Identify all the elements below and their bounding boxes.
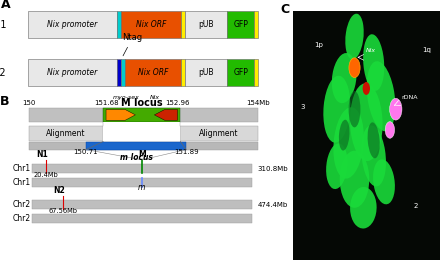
Text: 474.4Mb: 474.4Mb xyxy=(258,202,288,208)
Text: Chr2: Chr2 xyxy=(12,214,30,223)
Text: B: B xyxy=(0,95,10,108)
Text: M: M xyxy=(138,150,146,159)
Text: Nix promoter: Nix promoter xyxy=(48,20,98,29)
Text: Nix: Nix xyxy=(150,95,160,100)
Ellipse shape xyxy=(373,159,395,204)
Text: N1: N1 xyxy=(0,20,6,30)
Text: m: m xyxy=(138,183,146,192)
Text: Nix ORF: Nix ORF xyxy=(138,68,168,77)
Text: Nix: Nix xyxy=(367,48,377,53)
FancyBboxPatch shape xyxy=(86,143,186,150)
FancyBboxPatch shape xyxy=(117,59,121,86)
FancyBboxPatch shape xyxy=(117,11,121,38)
FancyBboxPatch shape xyxy=(29,126,103,141)
Text: Alignment: Alignment xyxy=(199,129,239,138)
Text: m locus: m locus xyxy=(120,153,153,162)
FancyBboxPatch shape xyxy=(181,59,185,86)
FancyBboxPatch shape xyxy=(32,164,252,173)
Text: 151.68: 151.68 xyxy=(94,100,118,106)
FancyArrow shape xyxy=(106,109,136,120)
Ellipse shape xyxy=(326,143,348,189)
FancyBboxPatch shape xyxy=(125,59,181,86)
Circle shape xyxy=(349,58,360,78)
FancyArrow shape xyxy=(154,109,178,120)
Text: 150.71: 150.71 xyxy=(74,149,98,155)
Text: Nix ORF: Nix ORF xyxy=(136,20,166,29)
Text: C: C xyxy=(281,3,290,16)
Text: Chr1: Chr1 xyxy=(12,164,30,173)
Ellipse shape xyxy=(345,14,364,60)
Circle shape xyxy=(389,98,402,120)
Text: Alignment: Alignment xyxy=(46,129,86,138)
Text: 20.4Mb: 20.4Mb xyxy=(34,172,59,178)
FancyBboxPatch shape xyxy=(32,214,252,222)
Ellipse shape xyxy=(339,120,349,150)
FancyBboxPatch shape xyxy=(29,108,258,122)
Ellipse shape xyxy=(350,187,377,229)
Text: N1: N1 xyxy=(36,150,48,159)
Text: A: A xyxy=(0,0,10,11)
Text: pUB: pUB xyxy=(198,68,214,77)
FancyBboxPatch shape xyxy=(29,143,258,150)
Ellipse shape xyxy=(334,107,364,179)
FancyBboxPatch shape xyxy=(227,11,254,38)
Ellipse shape xyxy=(350,83,382,161)
Text: 67.56Mb: 67.56Mb xyxy=(48,208,77,214)
Ellipse shape xyxy=(367,122,380,158)
FancyBboxPatch shape xyxy=(227,59,254,86)
FancyBboxPatch shape xyxy=(185,11,227,38)
Text: N2: N2 xyxy=(53,186,65,195)
Text: 151.89: 151.89 xyxy=(174,149,198,155)
FancyBboxPatch shape xyxy=(32,200,252,209)
FancyBboxPatch shape xyxy=(254,59,258,86)
FancyBboxPatch shape xyxy=(181,11,185,38)
FancyBboxPatch shape xyxy=(185,59,227,86)
Text: 1q: 1q xyxy=(422,47,431,53)
FancyBboxPatch shape xyxy=(28,11,117,38)
FancyBboxPatch shape xyxy=(28,59,117,86)
Circle shape xyxy=(385,122,395,138)
Text: myo-sex: myo-sex xyxy=(113,95,140,100)
Text: 150: 150 xyxy=(22,100,36,106)
Text: Nix promoter: Nix promoter xyxy=(48,68,98,77)
Text: M locus: M locus xyxy=(121,98,163,108)
Ellipse shape xyxy=(332,53,356,103)
FancyBboxPatch shape xyxy=(103,108,180,122)
Ellipse shape xyxy=(361,125,386,186)
Text: Chr1: Chr1 xyxy=(12,178,30,187)
Text: 2: 2 xyxy=(414,203,418,209)
Ellipse shape xyxy=(348,91,360,127)
Ellipse shape xyxy=(363,34,384,91)
FancyBboxPatch shape xyxy=(121,11,181,38)
Text: pUB: pUB xyxy=(198,20,214,29)
Text: 1p: 1p xyxy=(315,42,323,48)
Text: N2: N2 xyxy=(0,68,6,78)
FancyBboxPatch shape xyxy=(103,126,180,141)
Ellipse shape xyxy=(340,151,369,208)
Polygon shape xyxy=(103,122,180,126)
Ellipse shape xyxy=(323,76,350,143)
FancyBboxPatch shape xyxy=(180,126,258,141)
FancyBboxPatch shape xyxy=(121,59,125,86)
FancyBboxPatch shape xyxy=(293,11,440,260)
FancyBboxPatch shape xyxy=(32,178,252,186)
Text: Chr2: Chr2 xyxy=(12,200,30,209)
Text: 310.8Mb: 310.8Mb xyxy=(258,166,288,172)
Text: 152.96: 152.96 xyxy=(165,100,190,106)
Text: 154Mb: 154Mb xyxy=(246,100,269,106)
Text: GFP: GFP xyxy=(233,68,248,77)
Text: rDNA: rDNA xyxy=(402,95,418,100)
FancyBboxPatch shape xyxy=(254,11,258,38)
Ellipse shape xyxy=(367,61,396,131)
Text: 3: 3 xyxy=(300,104,304,110)
Text: GFP: GFP xyxy=(233,20,248,29)
Text: Ntag: Ntag xyxy=(123,33,143,56)
Circle shape xyxy=(363,82,370,95)
